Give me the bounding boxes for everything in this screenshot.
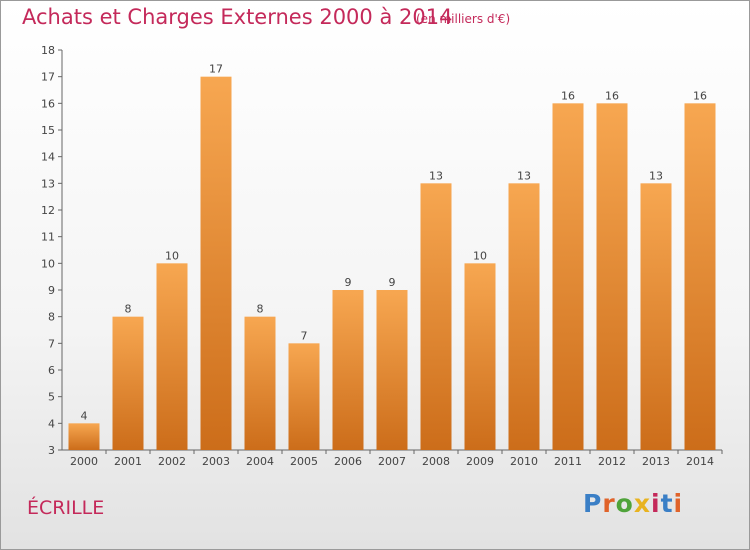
x-tick-label: 2007 — [378, 455, 406, 468]
chart-title: Achats et Charges Externes 2000 à 2014 — [22, 5, 453, 29]
bar-2008 — [420, 183, 452, 451]
y-tick-label: 13 — [41, 177, 55, 190]
y-tick-label: 9 — [48, 284, 55, 297]
data-label-2006: 9 — [345, 276, 352, 289]
data-label-2005: 7 — [301, 329, 308, 342]
y-tick-label: 7 — [48, 337, 55, 350]
y-tick-label: 16 — [41, 97, 55, 110]
x-tick-label: 2012 — [598, 455, 626, 468]
logo-letter: i — [673, 489, 684, 518]
x-tick-label: 2013 — [642, 455, 670, 468]
x-tick-label: 2006 — [334, 455, 362, 468]
data-label-2014: 16 — [693, 89, 707, 102]
chart-subtitle: (en milliers d'€) — [416, 12, 511, 26]
data-label-2001: 8 — [125, 303, 132, 316]
bar-2001 — [112, 316, 144, 450]
bar-2003 — [200, 76, 232, 451]
y-tick-label: 17 — [41, 71, 55, 84]
bar-2000 — [68, 423, 100, 450]
x-tick-label: 2005 — [290, 455, 318, 468]
data-label-2009: 10 — [473, 249, 487, 262]
x-tick-label: 2004 — [246, 455, 274, 468]
bar-2011 — [552, 103, 584, 450]
x-tick-label: 2002 — [158, 455, 186, 468]
bar-2010 — [508, 183, 540, 451]
y-tick-label: 10 — [41, 257, 55, 270]
y-tick-label: 11 — [41, 231, 55, 244]
bar-2007 — [376, 290, 408, 450]
bar-2009 — [464, 263, 496, 450]
y-tick-label: 4 — [48, 417, 55, 430]
bar-2004 — [244, 316, 276, 450]
x-tick-label: 2003 — [202, 455, 230, 468]
bar-2002 — [156, 263, 188, 450]
data-label-2002: 10 — [165, 249, 179, 262]
data-label-2013: 13 — [649, 169, 663, 182]
y-tick-label: 3 — [48, 444, 55, 457]
data-label-2008: 13 — [429, 169, 443, 182]
data-label-2007: 9 — [389, 276, 396, 289]
data-label-2012: 16 — [605, 89, 619, 102]
y-tick-label: 14 — [41, 151, 55, 164]
y-tick-label: 5 — [48, 391, 55, 404]
data-label-2011: 16 — [561, 89, 575, 102]
y-tick-label: 15 — [41, 124, 55, 137]
bar-2013 — [640, 183, 672, 451]
data-label-2004: 8 — [257, 303, 264, 316]
data-label-2003: 17 — [209, 63, 223, 76]
bar-2006 — [332, 290, 364, 450]
logo-letter: x — [633, 489, 651, 518]
logo-letter: r — [602, 489, 616, 518]
x-tick-label: 2010 — [510, 455, 538, 468]
bar-2014 — [684, 103, 716, 450]
logo-letter: o — [615, 489, 634, 518]
y-tick-label: 6 — [48, 364, 55, 377]
x-tick-label: 2009 — [466, 455, 494, 468]
x-tick-label: 2011 — [554, 455, 582, 468]
logo-letter: P — [583, 489, 603, 518]
data-label-2010: 13 — [517, 169, 531, 182]
x-tick-label: 2008 — [422, 455, 450, 468]
logo-letter: i — [651, 489, 661, 518]
y-tick-label: 18 — [41, 44, 55, 57]
data-label-2000: 4 — [81, 409, 88, 422]
x-tick-label: 2000 — [70, 455, 98, 468]
x-tick-label: 2001 — [114, 455, 142, 468]
logo-letter: t — [660, 489, 674, 518]
y-tick-label: 12 — [41, 204, 55, 217]
bar-2005 — [288, 343, 320, 450]
commune-name: ÉCRILLE — [27, 497, 105, 519]
y-tick-label: 8 — [48, 311, 55, 324]
proxiti-logo: Proxiti — [583, 489, 683, 518]
bar-2012 — [596, 103, 628, 450]
x-tick-label: 2014 — [686, 455, 714, 468]
